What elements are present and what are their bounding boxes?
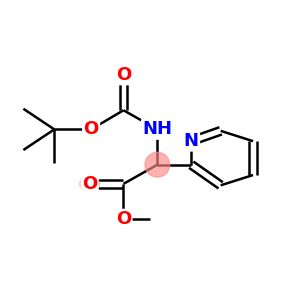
Circle shape [145, 152, 170, 177]
Text: N: N [184, 132, 199, 150]
Text: O: O [116, 210, 131, 228]
Text: O: O [82, 175, 97, 193]
Text: O: O [83, 120, 99, 138]
Text: NH: NH [142, 120, 172, 138]
Circle shape [80, 174, 99, 194]
Text: O: O [116, 66, 131, 84]
